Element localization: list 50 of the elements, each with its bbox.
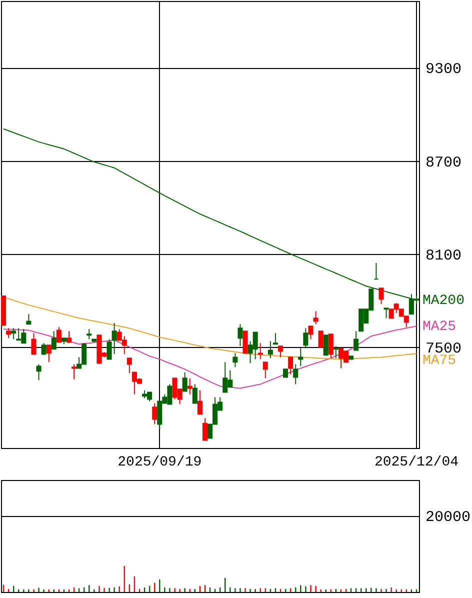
series-label: MA200 — [422, 293, 464, 310]
candlestick — [242, 330, 248, 354]
candlestick — [11, 328, 16, 340]
candlestick — [288, 356, 294, 375]
candlestick — [202, 418, 208, 441]
y-tick-label: 8100 — [426, 247, 462, 264]
candlestick — [182, 372, 188, 392]
y-tick-label: 8700 — [426, 154, 462, 172]
y-tick-label: 9300 — [426, 61, 462, 78]
candlestick — [41, 342, 46, 356]
candlestick — [268, 340, 273, 359]
candlestick — [328, 334, 334, 359]
x-tick-label: 2025/12/04 — [374, 454, 458, 470]
candlestick — [126, 358, 132, 374]
candlestick — [272, 332, 278, 345]
candlestick — [31, 332, 36, 355]
candlestick — [232, 352, 238, 368]
candlestick — [6, 328, 12, 339]
candlestick — [262, 362, 268, 379]
candlestick — [86, 328, 92, 340]
series-label: MA25 — [422, 319, 456, 336]
candlestick — [46, 344, 52, 363]
candlestick — [298, 348, 304, 367]
candlestick — [354, 330, 359, 351]
candlestick — [333, 346, 338, 359]
candlestick — [313, 310, 318, 325]
y-tick-label: 20000 — [426, 509, 471, 526]
candlestick — [303, 328, 308, 349]
candlestick — [384, 308, 389, 319]
candlestick — [293, 364, 298, 385]
candlestick — [56, 326, 62, 343]
candlestick — [187, 378, 192, 395]
candlestick — [238, 324, 243, 347]
candlestick — [72, 364, 77, 380]
x-tick-label: 2025/09/19 — [118, 454, 202, 470]
candlestick — [26, 314, 32, 325]
candlestick — [197, 390, 202, 415]
candlestick — [112, 322, 117, 355]
candlestick — [323, 334, 328, 356]
candlestick — [36, 364, 42, 381]
candlestick — [51, 330, 56, 350]
candlestick — [308, 326, 314, 340]
candlestick — [318, 330, 324, 348]
candlestick — [106, 338, 112, 360]
candlestick — [192, 384, 198, 404]
candlestick — [258, 342, 263, 360]
candlestick — [278, 346, 284, 358]
candlestick — [66, 330, 72, 344]
candlestick — [378, 288, 384, 305]
candlestick — [152, 402, 158, 425]
